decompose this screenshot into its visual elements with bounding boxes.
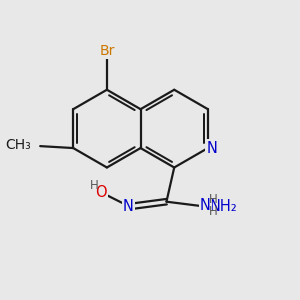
- Text: H: H: [90, 179, 98, 192]
- Text: N: N: [200, 198, 211, 213]
- Text: CH₃: CH₃: [6, 138, 31, 152]
- Text: Br: Br: [99, 44, 115, 58]
- Text: O: O: [95, 185, 107, 200]
- Text: N: N: [206, 141, 217, 156]
- Text: H: H: [209, 206, 218, 218]
- Text: H: H: [209, 194, 218, 206]
- Text: NH₂: NH₂: [209, 199, 237, 214]
- Text: N: N: [123, 199, 134, 214]
